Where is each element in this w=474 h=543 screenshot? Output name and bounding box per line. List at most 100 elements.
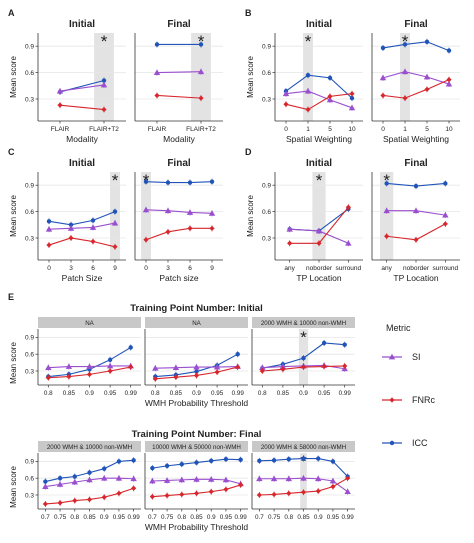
panel-letter: A xyxy=(8,8,15,18)
data-point-si xyxy=(45,364,52,371)
data-point-si xyxy=(89,224,97,230)
panel-letter: E xyxy=(8,292,14,302)
x-tick-label: FLAIR xyxy=(148,126,167,133)
x-tick-label: 1 xyxy=(403,126,407,133)
data-point-si xyxy=(153,69,161,75)
data-point-si xyxy=(130,475,137,482)
data-point-si xyxy=(208,476,215,482)
data-point-icc xyxy=(301,355,306,361)
data-point-fnrc xyxy=(46,242,52,248)
data-point-icc xyxy=(286,456,291,462)
significance-star: * xyxy=(101,32,108,51)
data-point-si xyxy=(186,209,194,215)
x-tick-label: 0.7 xyxy=(41,514,50,521)
data-point-fnrc xyxy=(193,490,200,496)
y-tick-label: 0.6 xyxy=(25,209,34,216)
series-line-fnrc xyxy=(382,79,450,99)
data-point-si xyxy=(56,481,64,487)
x-tick-label: 10 xyxy=(445,126,453,133)
x-tick-label: surround xyxy=(336,265,362,272)
data-point-si xyxy=(164,207,172,214)
x-tick-label: 0.95 xyxy=(211,390,224,397)
x-tick-label: any xyxy=(381,265,392,272)
x-tick-label: 0.9 xyxy=(299,390,308,397)
data-point-icc xyxy=(179,462,184,467)
x-tick-label: 0.85 xyxy=(277,390,290,397)
data-point-icc xyxy=(102,466,107,471)
data-point-fnrc xyxy=(86,371,93,377)
x-tick-label: 0.8 xyxy=(284,514,293,521)
data-point-si xyxy=(401,68,409,75)
highlight-band xyxy=(400,33,410,121)
x-tick-label: 3 xyxy=(166,265,170,272)
data-point-fnrc xyxy=(45,375,51,381)
data-point-si xyxy=(329,477,337,484)
y-axis-label: Mean score xyxy=(9,466,18,508)
x-axis-label: WMH Probability Threshold xyxy=(145,398,249,408)
data-point-si xyxy=(45,226,53,232)
data-point-si xyxy=(315,475,322,482)
data-point-fnrc xyxy=(283,101,289,107)
facet-title: Initial xyxy=(69,19,95,30)
data-point-fnrc xyxy=(68,235,74,241)
x-tick-label: 0.95 xyxy=(318,390,331,397)
data-point-fnrc xyxy=(402,95,408,101)
data-point-icc xyxy=(271,458,277,463)
series-line-fnrc xyxy=(59,104,105,111)
data-point-fnrc xyxy=(193,372,200,379)
data-point-fnrc xyxy=(316,240,322,246)
significance-star: * xyxy=(112,171,119,190)
data-point-fnrc xyxy=(235,364,241,370)
data-point-fnrc xyxy=(223,486,229,492)
data-point-si xyxy=(197,68,205,75)
x-tick-label: 6 xyxy=(91,265,95,272)
x-tick-label: 0.99 xyxy=(232,390,245,397)
data-point-si xyxy=(213,363,221,370)
data-point-fnrc xyxy=(165,229,171,235)
data-point-icc xyxy=(305,73,311,78)
y-tick-label: 0.3 xyxy=(25,368,34,375)
data-point-icc xyxy=(187,180,193,185)
data-point-icc xyxy=(128,345,133,350)
legend-label: ICC xyxy=(412,438,428,448)
x-tick-label: 6 xyxy=(188,265,192,272)
x-tick-label: 0.8 xyxy=(258,390,267,397)
data-point-fnrc xyxy=(42,501,48,507)
x-tick-label: 0.75 xyxy=(161,514,174,521)
data-point-fnrc xyxy=(305,106,311,113)
data-point-fnrc xyxy=(327,93,333,99)
facet-strip-label: NA xyxy=(192,320,201,327)
data-point-fnrc xyxy=(143,237,149,243)
data-point-icc xyxy=(72,474,77,479)
data-point-fnrc xyxy=(280,366,286,372)
series-line-si xyxy=(48,222,116,230)
data-point-icc xyxy=(43,479,48,484)
legend-marker-fnrc xyxy=(389,397,395,403)
data-point-si xyxy=(279,363,287,369)
x-tick-label: 5 xyxy=(425,126,429,133)
facet-title: Initial xyxy=(306,19,332,30)
x-tick-label: 0.75 xyxy=(54,514,67,521)
data-point-fnrc xyxy=(131,485,137,491)
data-point-si xyxy=(423,73,431,80)
facet-row-title: Training Point Number: Final xyxy=(132,429,262,440)
data-point-icc xyxy=(68,222,74,227)
data-point-fnrc xyxy=(154,92,160,99)
data-point-si xyxy=(315,227,323,234)
x-tick-label: 0.8 xyxy=(177,514,186,521)
series-line-fnrc xyxy=(48,237,116,248)
data-point-si xyxy=(149,477,156,484)
x-axis-label: Spatial Weighting xyxy=(286,134,352,144)
legend-marker-si xyxy=(388,353,396,360)
y-axis-label: Mean score xyxy=(9,342,18,384)
x-tick-label: 0.95 xyxy=(327,514,340,521)
data-point-icc xyxy=(116,459,122,464)
x-tick-label: 0.9 xyxy=(207,514,216,521)
data-point-icc xyxy=(238,457,243,462)
x-axis-label: Modality xyxy=(163,134,195,144)
data-point-fnrc xyxy=(128,364,134,370)
data-point-si xyxy=(222,476,230,483)
data-point-icc xyxy=(443,181,448,186)
facet-strip xyxy=(38,441,141,452)
facet-strip-label: 2000 WMH & 10000 non-WMH xyxy=(261,320,346,327)
